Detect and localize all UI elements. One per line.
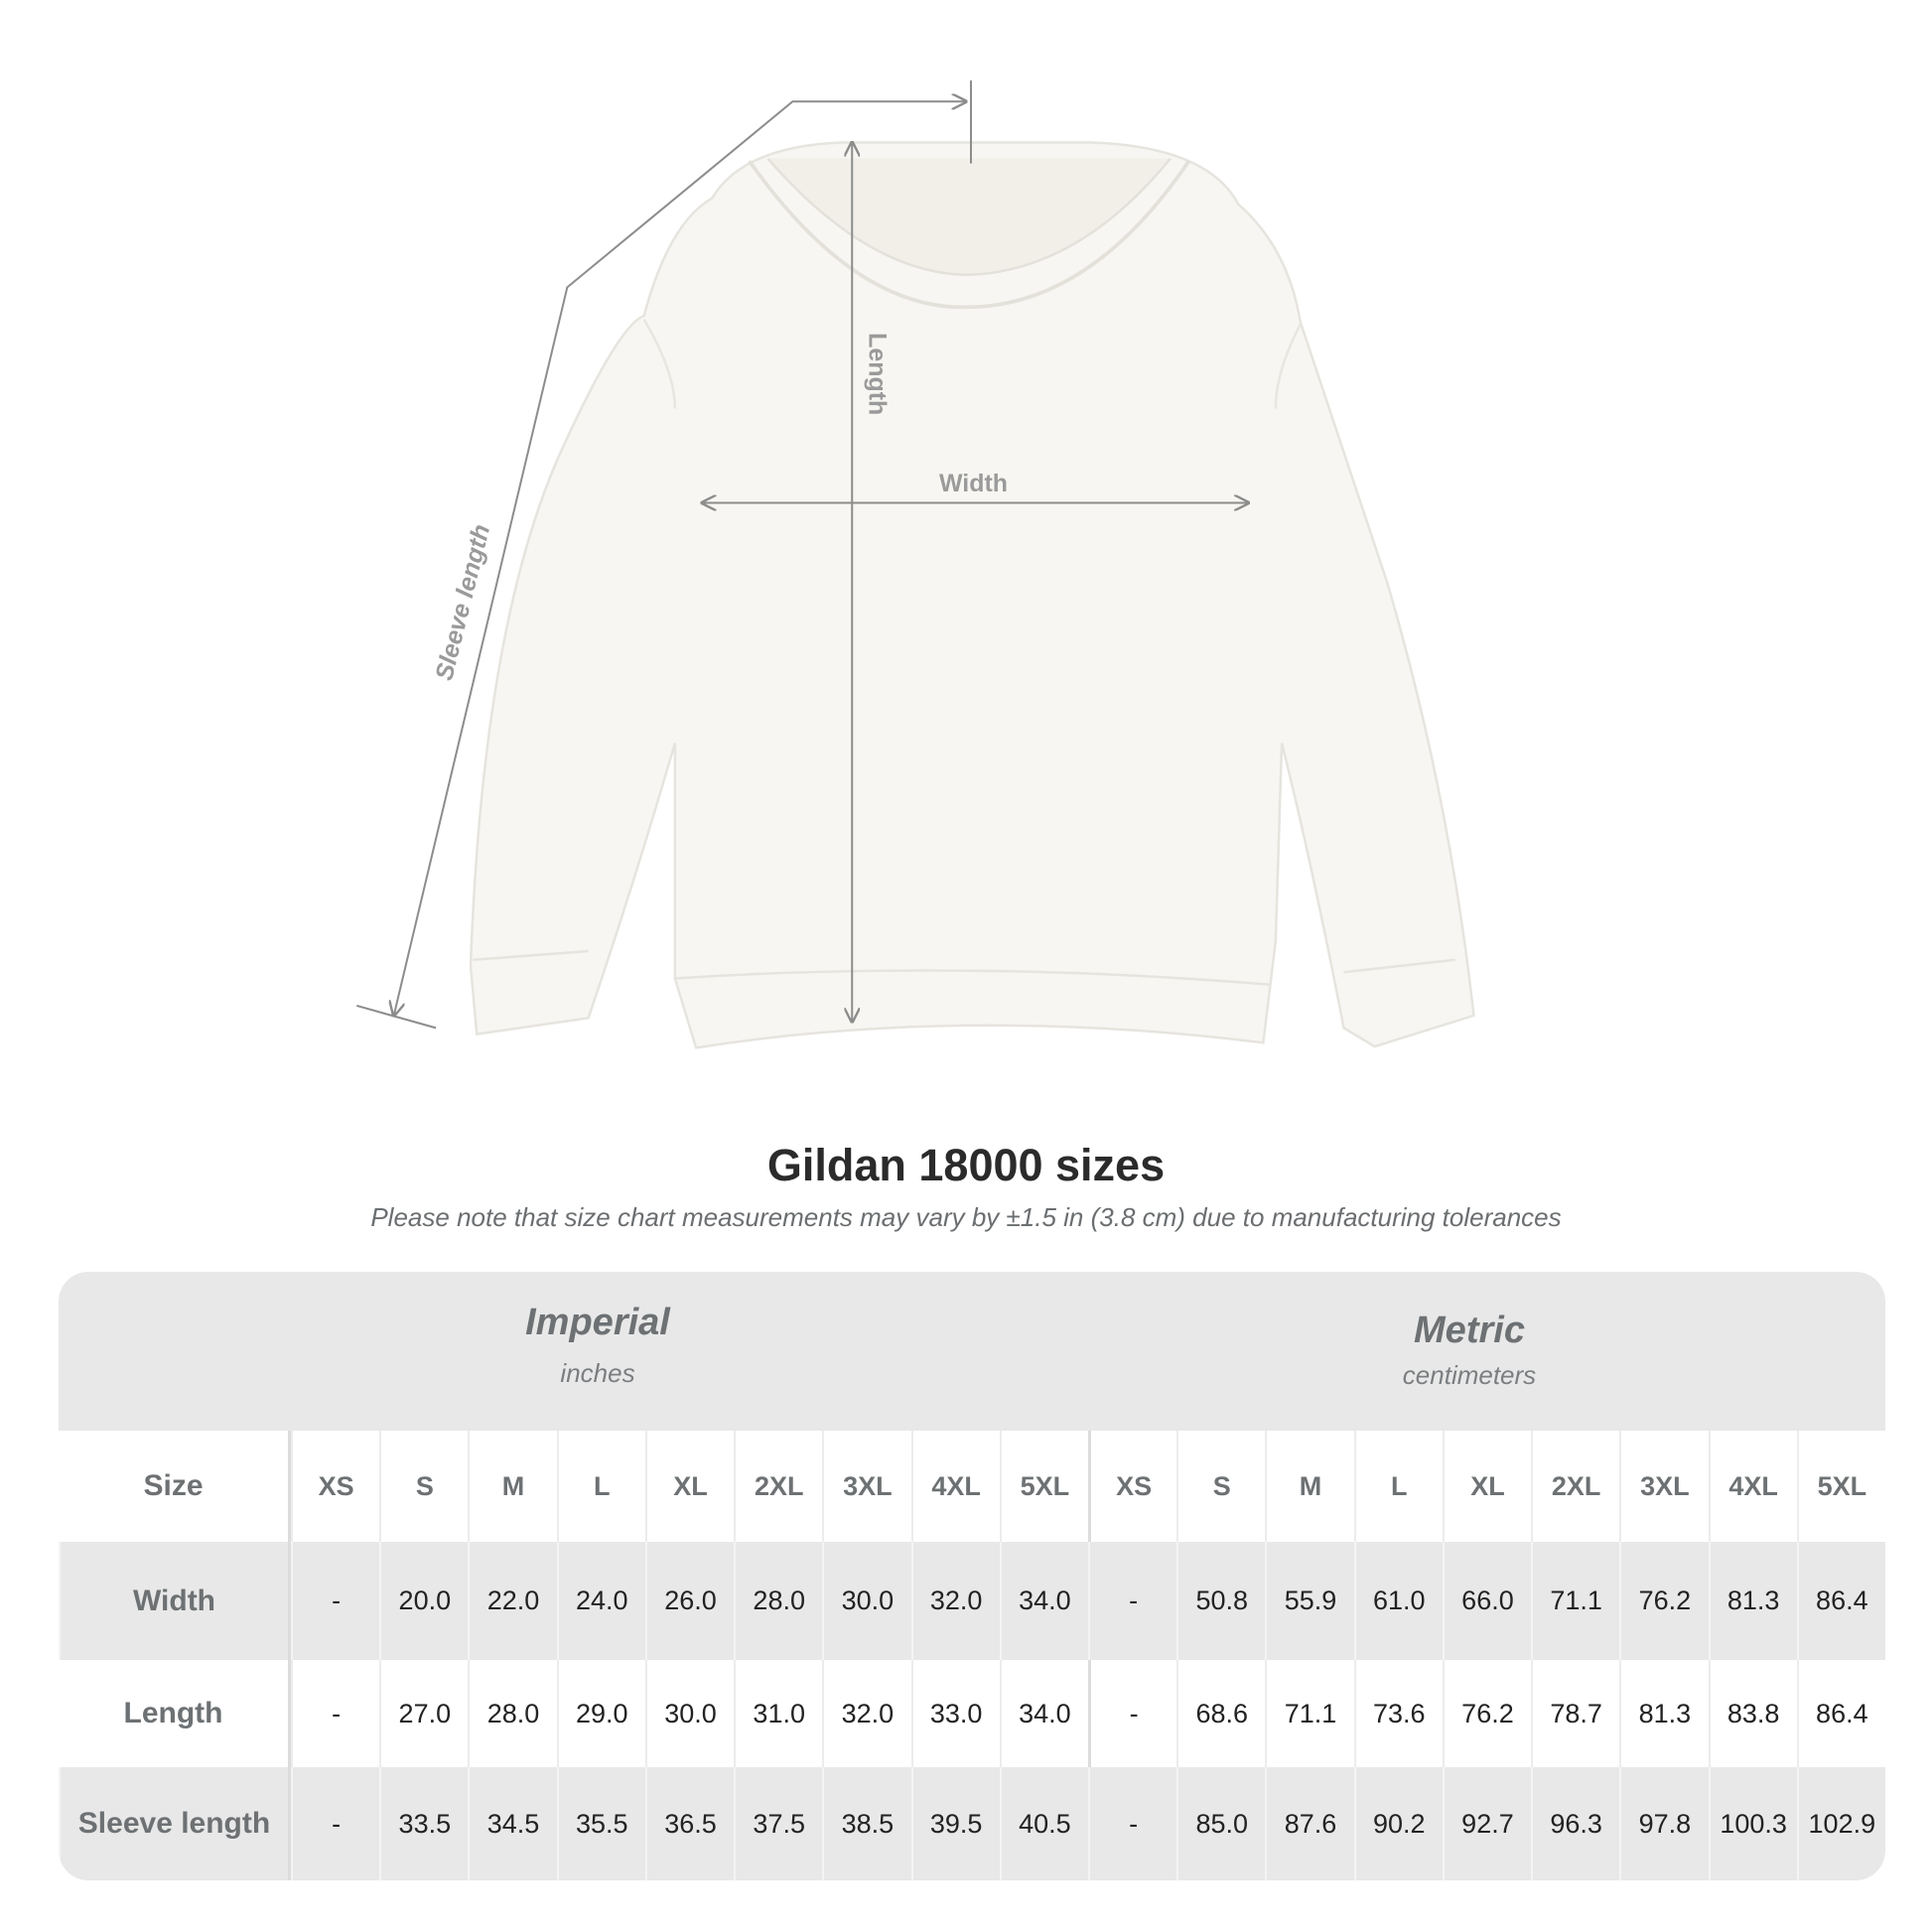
imperial-value-cell: 28.0 [734, 1542, 822, 1660]
metric-value-cell: 50.8 [1176, 1542, 1265, 1660]
size-metric-header: 4XL [1708, 1431, 1797, 1542]
imperial-value-cell: 30.0 [822, 1542, 910, 1660]
metric-value-cell: 87.6 [1265, 1767, 1353, 1880]
metric-value-cell: 76.2 [1442, 1660, 1531, 1767]
metric-value-cell: 81.3 [1708, 1542, 1797, 1660]
measurement-lines [355, 80, 1248, 1030]
table-header: Imperial inches Metric centimeters [59, 1272, 1885, 1431]
imperial-value-cell: 27.0 [379, 1660, 468, 1767]
size-metric-header: S [1176, 1431, 1265, 1542]
sleeve-length-label: Sleeve length [430, 521, 495, 683]
table-row: Width -20.0 22.0 24.0 26.0 28.0 30.0 32.0 34.0-5… [59, 1542, 1885, 1660]
size-imperial-header: XL [644, 1431, 734, 1542]
metric-value-cell: 73.6 [1353, 1660, 1443, 1767]
metric-value-cell: 78.7 [1531, 1660, 1619, 1767]
size-header-row: Size XS S M L XL 2XL 3XL 4XL 5XL XS S M L XL 2XL 3XL 4XL 5… [59, 1431, 1885, 1542]
imperial-value-cell: 26.0 [644, 1542, 734, 1660]
size-imperial-header: 3XL [822, 1431, 910, 1542]
imperial-value-cell: 24.0 [556, 1542, 645, 1660]
metric-value-cell: 86.4 [1796, 1542, 1885, 1660]
imperial-value-cell: 39.5 [910, 1767, 1000, 1880]
metric-value-cell: 76.2 [1619, 1542, 1708, 1660]
size-metric-header: 3XL [1619, 1431, 1708, 1542]
imperial-value-cell: - [291, 1767, 379, 1880]
sweatshirt-image [469, 141, 1475, 1049]
size-imperial-header: 2XL [734, 1431, 822, 1542]
metric-title: Metric [1414, 1310, 1525, 1351]
imperial-value-cell: 34.0 [999, 1542, 1088, 1660]
metric-value-cell: 71.1 [1531, 1542, 1619, 1660]
table-row: Sleeve length -33.5 34.5 35.5 36.5 37.5 38.5 39… [59, 1767, 1885, 1880]
size-metric-header: XS [1087, 1431, 1176, 1542]
imperial-value-cell: - [291, 1542, 379, 1660]
metric-value-cell: - [1087, 1542, 1176, 1660]
size-table: Imperial inches Metric centimeters Size X… [59, 1272, 1885, 1880]
metric-value-cell: 66.0 [1442, 1542, 1531, 1660]
imperial-value-cell: 40.5 [999, 1767, 1088, 1880]
page-title: Gildan 18000 sizes [766, 1140, 1166, 1190]
imperial-value-cell: 34.5 [468, 1767, 556, 1880]
metric-value-cell: 100.3 [1708, 1767, 1797, 1880]
metric-unit: centimeters [1402, 1360, 1537, 1390]
imperial-value-cell: 30.0 [644, 1660, 734, 1767]
metric-value-cell: 97.8 [1619, 1767, 1708, 1880]
imperial-value-cell: 33.5 [379, 1767, 468, 1880]
imperial-value-cell: 35.5 [556, 1767, 645, 1880]
metric-value-cell: - [1087, 1767, 1176, 1880]
imperial-value-cell: 33.0 [910, 1660, 1000, 1767]
size-metric-header: M [1265, 1431, 1353, 1542]
imperial-title: Imperial [525, 1302, 670, 1343]
metric-value-cell: 102.9 [1796, 1767, 1885, 1880]
metric-value-cell: 68.6 [1176, 1660, 1265, 1767]
imperial-value-cell: 38.5 [822, 1767, 910, 1880]
imperial-value-cell: 31.0 [734, 1660, 822, 1767]
table-row: Length -27.0 28.0 29.0 30.0 31.0 32.0 33.0 34.0-… [59, 1660, 1885, 1767]
length-label: Length [864, 333, 892, 415]
width-label: Width [939, 470, 1008, 497]
imperial-value-cell: 29.0 [556, 1660, 645, 1767]
metric-value-cell: 96.3 [1531, 1767, 1619, 1880]
size-imperial-header: L [556, 1431, 645, 1542]
metric-value-cell: 92.7 [1442, 1767, 1531, 1880]
imperial-value-cell: 34.0 [999, 1660, 1088, 1767]
row-label: Size [59, 1431, 291, 1542]
size-metric-header: XL [1442, 1431, 1531, 1542]
imperial-value-cell: 28.0 [468, 1660, 556, 1767]
size-imperial-header: S [379, 1431, 468, 1542]
size-imperial-header: 5XL [999, 1431, 1088, 1542]
metric-value-cell: 71.1 [1265, 1660, 1353, 1767]
imperial-value-cell: 22.0 [468, 1542, 556, 1660]
metric-value-cell: - [1087, 1660, 1176, 1767]
imperial-value-cell: 32.0 [910, 1542, 1000, 1660]
imperial-unit: inches [560, 1358, 635, 1388]
metric-value-cell: 90.2 [1353, 1767, 1443, 1880]
row-label: Sleeve length [59, 1767, 291, 1880]
imperial-value-cell: 36.5 [644, 1767, 734, 1880]
metric-value-cell: 55.9 [1265, 1542, 1353, 1660]
row-label: Length [59, 1660, 291, 1767]
imperial-header: Imperial inches [300, 1302, 896, 1389]
metric-value-cell: 81.3 [1619, 1660, 1708, 1767]
size-imperial-header: 4XL [910, 1431, 1000, 1542]
imperial-value-cell: - [291, 1660, 379, 1767]
imperial-value-cell: 37.5 [734, 1767, 822, 1880]
size-imperial-header: M [468, 1431, 556, 1542]
metric-value-cell: 86.4 [1796, 1660, 1885, 1767]
size-metric-header: 5XL [1796, 1431, 1885, 1542]
sleeve-length-line [394, 101, 966, 1016]
metric-value-cell: 85.0 [1176, 1767, 1265, 1880]
imperial-value-cell: 20.0 [379, 1542, 468, 1660]
imperial-value-cell: 32.0 [822, 1660, 910, 1767]
tolerance-note: Please note that size chart measurements… [370, 1202, 1562, 1232]
size-metric-header: L [1353, 1431, 1443, 1542]
metric-value-cell: 61.0 [1353, 1542, 1443, 1660]
size-metric-header: 2XL [1531, 1431, 1619, 1542]
metric-header: Metric centimeters [1172, 1310, 1767, 1391]
metric-value-cell: 83.8 [1708, 1660, 1797, 1767]
row-label: Width [59, 1542, 291, 1660]
size-imperial-header: XS [291, 1431, 379, 1542]
